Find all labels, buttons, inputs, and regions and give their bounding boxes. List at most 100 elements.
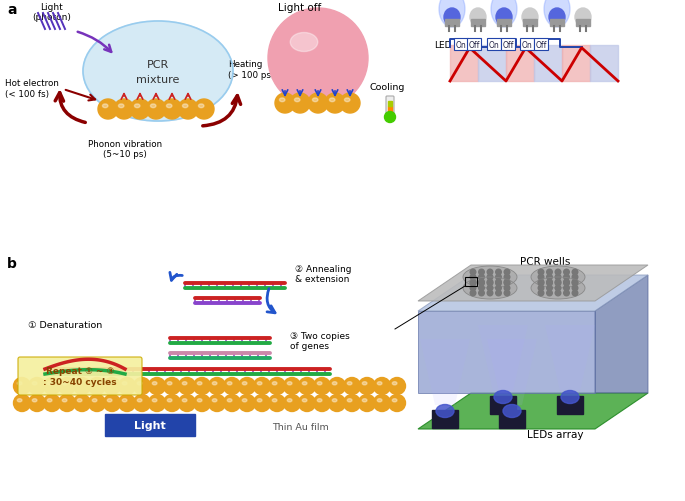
Circle shape — [193, 378, 210, 395]
Circle shape — [149, 378, 166, 395]
Circle shape — [547, 275, 552, 280]
Circle shape — [547, 286, 552, 291]
Bar — [471, 20, 485, 27]
Text: Repeat ① ~ ③
: 30~40 cycles: Repeat ① ~ ③ : 30~40 cycles — [43, 367, 117, 386]
Circle shape — [114, 100, 134, 120]
Text: Thin Au film: Thin Au film — [272, 423, 328, 432]
Bar — [432, 410, 458, 428]
Text: PCR wells: PCR wells — [520, 257, 570, 267]
Ellipse shape — [377, 382, 382, 385]
Circle shape — [556, 275, 561, 280]
Circle shape — [504, 286, 510, 291]
Circle shape — [130, 100, 150, 120]
Bar — [388, 112, 392, 117]
FancyArrowPatch shape — [66, 91, 95, 101]
Ellipse shape — [17, 399, 22, 402]
Text: Light
(photon): Light (photon) — [33, 3, 71, 23]
Circle shape — [269, 378, 286, 395]
Text: On: On — [521, 41, 532, 50]
Text: Off: Off — [535, 41, 547, 50]
Ellipse shape — [152, 399, 157, 402]
Circle shape — [470, 275, 476, 280]
Ellipse shape — [332, 399, 337, 402]
Ellipse shape — [212, 399, 217, 402]
Bar — [557, 396, 583, 414]
Ellipse shape — [463, 278, 517, 300]
Ellipse shape — [362, 399, 367, 402]
Circle shape — [538, 291, 544, 296]
Circle shape — [98, 100, 118, 120]
Ellipse shape — [258, 382, 262, 385]
Circle shape — [73, 395, 90, 412]
Circle shape — [343, 378, 360, 395]
Ellipse shape — [199, 105, 204, 109]
Circle shape — [284, 378, 301, 395]
Ellipse shape — [463, 267, 517, 289]
Text: Phonon vibration
(5~10 ps): Phonon vibration (5~10 ps) — [88, 140, 162, 159]
Ellipse shape — [329, 99, 335, 103]
Circle shape — [340, 94, 360, 114]
Circle shape — [556, 291, 561, 296]
Circle shape — [384, 112, 395, 123]
Circle shape — [193, 395, 210, 412]
Ellipse shape — [152, 382, 157, 385]
Circle shape — [572, 286, 578, 291]
Circle shape — [325, 94, 345, 114]
Circle shape — [479, 270, 484, 275]
Text: Off: Off — [469, 41, 479, 50]
Ellipse shape — [197, 382, 202, 385]
Circle shape — [253, 378, 271, 395]
Circle shape — [358, 378, 375, 395]
Ellipse shape — [494, 391, 512, 404]
Ellipse shape — [47, 382, 52, 385]
Circle shape — [179, 395, 195, 412]
Circle shape — [134, 378, 151, 395]
Ellipse shape — [182, 105, 188, 109]
Ellipse shape — [242, 399, 247, 402]
Ellipse shape — [290, 34, 318, 53]
Ellipse shape — [17, 382, 22, 385]
Circle shape — [470, 281, 476, 286]
FancyArrowPatch shape — [77, 33, 111, 53]
Ellipse shape — [123, 382, 127, 385]
Circle shape — [119, 395, 136, 412]
Ellipse shape — [549, 9, 565, 27]
Ellipse shape — [279, 99, 285, 103]
Circle shape — [496, 275, 501, 280]
Circle shape — [29, 395, 45, 412]
FancyBboxPatch shape — [18, 357, 142, 395]
Ellipse shape — [108, 399, 112, 402]
Circle shape — [343, 395, 360, 412]
Bar — [445, 20, 459, 27]
Polygon shape — [487, 339, 537, 405]
Circle shape — [487, 291, 493, 296]
Circle shape — [470, 280, 476, 285]
Ellipse shape — [496, 9, 512, 27]
Circle shape — [496, 280, 501, 285]
Ellipse shape — [108, 382, 112, 385]
Text: Off: Off — [502, 41, 514, 50]
Bar — [550, 20, 564, 27]
Ellipse shape — [295, 99, 300, 103]
Ellipse shape — [92, 399, 97, 402]
Circle shape — [329, 395, 345, 412]
Polygon shape — [418, 276, 648, 312]
Circle shape — [329, 378, 345, 395]
Circle shape — [275, 94, 295, 114]
Ellipse shape — [287, 399, 292, 402]
Bar — [490, 396, 516, 414]
Circle shape — [358, 395, 375, 412]
Bar — [506, 46, 534, 82]
Circle shape — [88, 395, 105, 412]
Ellipse shape — [137, 399, 142, 402]
Polygon shape — [595, 276, 648, 393]
Circle shape — [58, 378, 75, 395]
Ellipse shape — [544, 0, 570, 28]
Text: Cooling: Cooling — [370, 82, 406, 91]
Circle shape — [253, 395, 271, 412]
Circle shape — [388, 378, 406, 395]
Circle shape — [14, 395, 31, 412]
Ellipse shape — [491, 0, 517, 28]
Circle shape — [564, 270, 569, 275]
Ellipse shape — [444, 9, 460, 27]
